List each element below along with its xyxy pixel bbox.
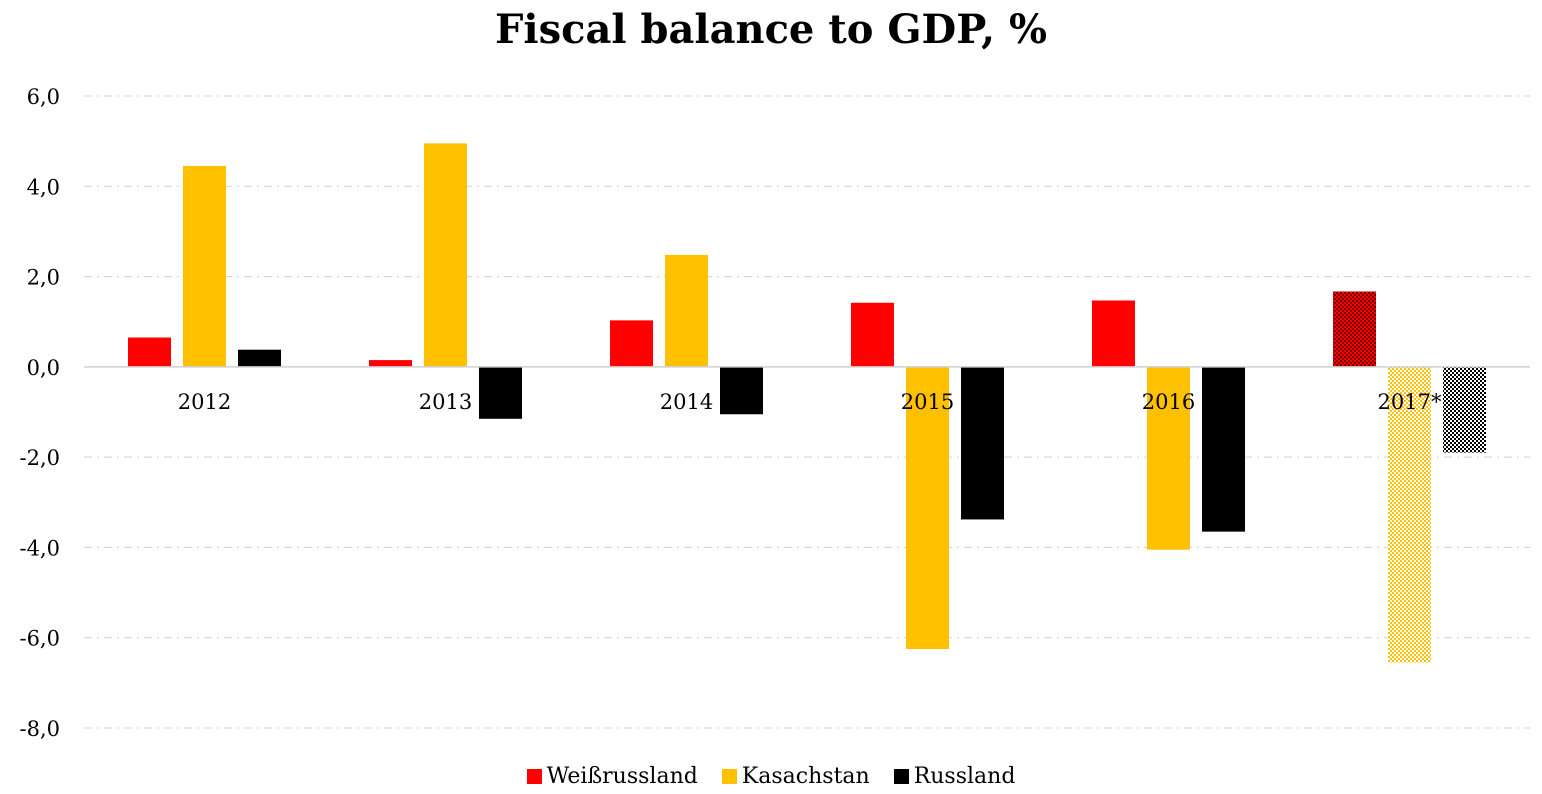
bar-kasachstan-2017 [1388, 366, 1431, 663]
x-tick-label: 2015 [901, 390, 954, 414]
bar-kasachstan-2014 [665, 254, 708, 367]
legend-label: Russland [913, 764, 1016, 789]
bar-russland-2014 [720, 366, 763, 415]
bar-russland-2015 [961, 366, 1004, 520]
x-tick-label: 2014 [660, 390, 713, 414]
axes: 6,0 4,0 2,0 0,0 -2,0 -4,0 -6,0 -8,0 2012 2013 2014… [20, 85, 1530, 741]
y-tick-label: -6,0 [20, 627, 61, 651]
bar-russland-2012 [238, 349, 281, 367]
bar-russland-2017 [1443, 366, 1486, 453]
y-tick-label: 0,0 [27, 356, 60, 380]
bar-weirussland-2017 [1333, 291, 1376, 367]
bar-kasachstan-2012 [183, 165, 226, 367]
bar-russland-2016 [1202, 366, 1245, 532]
grid-lines [84, 95, 1530, 729]
legend-item-russland: Russland [893, 764, 1016, 789]
legend-swatch [893, 769, 909, 784]
bar-kasachstan-2015 [906, 366, 949, 649]
legend-item-weirussland: Weißrussland [526, 764, 698, 789]
legend-swatch [526, 769, 542, 784]
bar-russland-2013 [479, 366, 522, 419]
legend-label: Weißrussland [546, 764, 698, 789]
y-tick-label: -2,0 [20, 446, 61, 470]
x-tick-label: 2016 [1142, 390, 1195, 414]
legend-label: Kasachstan [741, 764, 870, 789]
bar-weirussland-2014 [610, 320, 653, 367]
legend: Weißrussland Kasachstan Russland [0, 764, 1542, 789]
legend-item-kasachstan: Kasachstan [721, 764, 870, 789]
bar-weirussland-2015 [851, 302, 894, 367]
y-tick-label: 2,0 [27, 266, 60, 290]
bar-weirussland-2016 [1092, 300, 1135, 367]
chart-plot: 6,0 4,0 2,0 0,0 -2,0 -4,0 -6,0 -8,0 2012 2013 2014… [20, 85, 1530, 741]
y-tick-label: -4,0 [20, 536, 61, 560]
chart-title: Fiscal balance to GDP, % [494, 6, 1048, 53]
y-tick-label: -8,0 [20, 717, 61, 741]
bar-kasachstan-2013 [424, 143, 467, 367]
x-tick-label: 2012 [178, 390, 231, 414]
y-tick-label: 4,0 [27, 175, 60, 199]
bar-weirussland-2012 [128, 337, 171, 367]
legend-swatch [721, 769, 737, 784]
x-tick-label: 2013 [419, 390, 472, 414]
bar-kasachstan-2016 [1147, 366, 1190, 550]
y-tick-label: 6,0 [27, 85, 60, 109]
bars [128, 143, 1486, 663]
bar-weirussland-2013 [369, 360, 412, 367]
x-tick-label: 2017* [1378, 390, 1442, 414]
